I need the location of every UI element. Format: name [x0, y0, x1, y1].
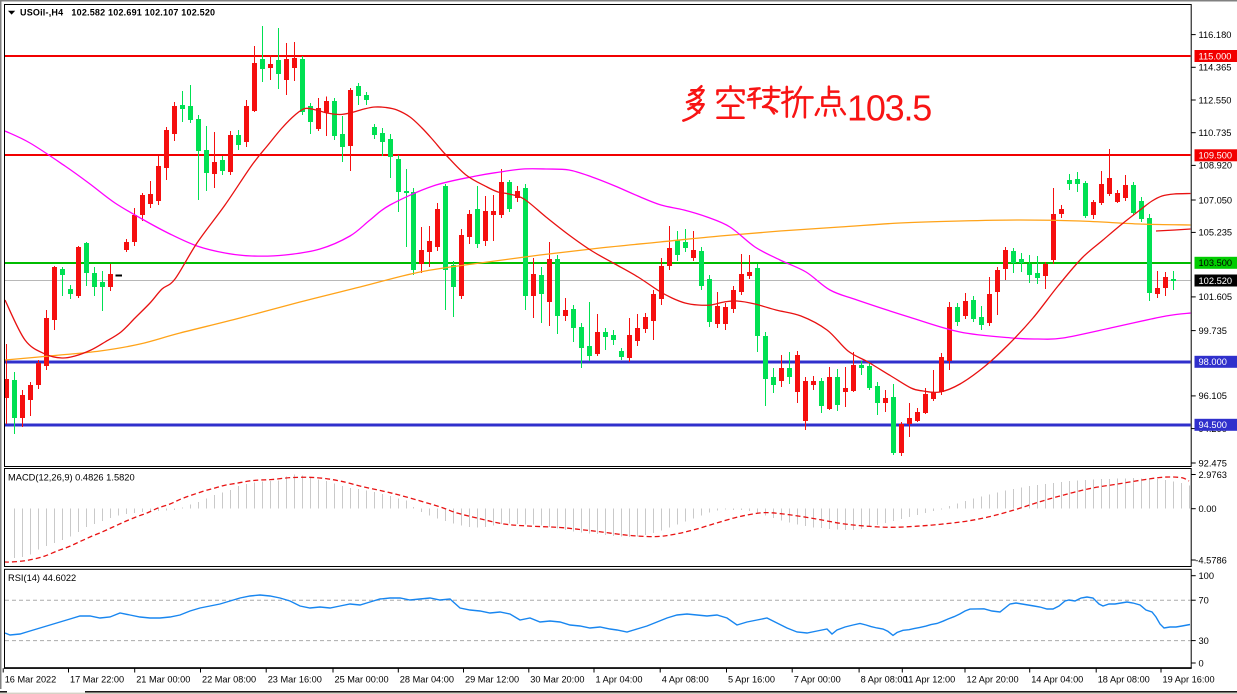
svg-text:1 Apr 04:00: 1 Apr 04:00 [596, 674, 643, 684]
svg-text:29 Mar 12:00: 29 Mar 12:00 [465, 674, 519, 684]
svg-text:98.000: 98.000 [1199, 357, 1227, 367]
svg-text:22 Mar 08:00: 22 Mar 08:00 [202, 674, 256, 684]
svg-text:19 Apr 16:00: 19 Apr 16:00 [1163, 674, 1215, 684]
svg-text:115.000: 115.000 [1199, 51, 1232, 61]
svg-text:RSI(14) 44.6022: RSI(14) 44.6022 [8, 573, 76, 583]
svg-text:99.735: 99.735 [1199, 326, 1227, 336]
svg-text:96.105: 96.105 [1199, 391, 1227, 401]
svg-text:2.9763: 2.9763 [1199, 470, 1227, 480]
svg-text:17 Mar 22:00: 17 Mar 22:00 [70, 674, 124, 684]
svg-text:7 Apr 00:00: 7 Apr 00:00 [794, 674, 841, 684]
svg-text:18 Apr 08:00: 18 Apr 08:00 [1098, 674, 1150, 684]
svg-text:103.5: 103.5 [847, 88, 931, 129]
svg-text:MACD(12,26,9) 0.4826 1.5820: MACD(12,26,9) 0.4826 1.5820 [8, 473, 135, 483]
svg-text:110.735: 110.735 [1199, 128, 1232, 138]
svg-text:5 Apr 16:00: 5 Apr 16:00 [728, 674, 775, 684]
svg-text:8 Apr 08:00: 8 Apr 08:00 [861, 674, 908, 684]
svg-text:94.500: 94.500 [1199, 420, 1227, 430]
svg-text:112.550: 112.550 [1199, 95, 1232, 105]
svg-text:4 Apr 08:00: 4 Apr 08:00 [662, 674, 709, 684]
svg-text:30 Mar 20:00: 30 Mar 20:00 [530, 674, 584, 684]
svg-text:0: 0 [1199, 658, 1204, 668]
svg-text:USOil-,H4 102.582 102.691 10: USOil-,H4 102.582 102.691 102.107 102.52… [20, 8, 215, 18]
svg-text:-4.5786: -4.5786 [1195, 555, 1227, 565]
svg-text:30: 30 [1199, 636, 1209, 646]
svg-text:102.520: 102.520 [1199, 276, 1233, 286]
svg-text:100: 100 [1199, 571, 1215, 581]
svg-text:14 Apr 04:00: 14 Apr 04:00 [1031, 674, 1083, 684]
svg-text:12 Apr 20:00: 12 Apr 20:00 [967, 674, 1019, 684]
svg-text:25 Mar 00:00: 25 Mar 00:00 [335, 674, 389, 684]
svg-text:109.500: 109.500 [1199, 151, 1233, 161]
svg-text:116.180: 116.180 [1199, 30, 1232, 40]
svg-text:28 Mar 04:00: 28 Mar 04:00 [400, 674, 454, 684]
svg-text:101.605: 101.605 [1199, 292, 1233, 302]
svg-text:92.475: 92.475 [1199, 458, 1227, 468]
svg-text:107.050: 107.050 [1199, 195, 1233, 205]
svg-text:0.00: 0.00 [1199, 504, 1217, 514]
svg-text:23 Mar 16:00: 23 Mar 16:00 [268, 674, 322, 684]
svg-text:105.235: 105.235 [1199, 228, 1233, 238]
svg-text:103.500: 103.500 [1199, 258, 1233, 268]
svg-text:21 Mar 00:00: 21 Mar 00:00 [136, 674, 190, 684]
svg-text:70: 70 [1199, 596, 1209, 606]
svg-text:108.920: 108.920 [1199, 161, 1233, 171]
svg-text:114.365: 114.365 [1199, 63, 1232, 73]
svg-text:16 Mar 2022: 16 Mar 2022 [5, 674, 57, 684]
svg-text:11 Apr 12:00: 11 Apr 12:00 [904, 674, 955, 684]
